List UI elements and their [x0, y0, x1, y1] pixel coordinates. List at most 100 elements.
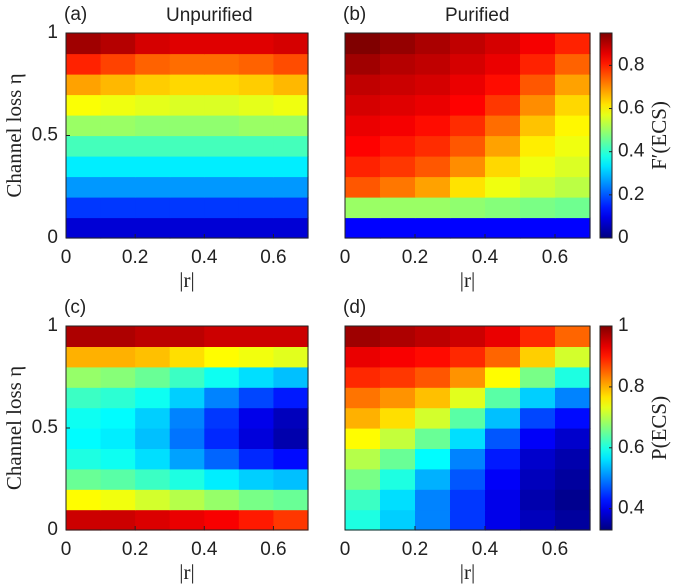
- heatmap-cell: [555, 407, 591, 429]
- heatmap-cell: [450, 509, 486, 531]
- heatmap-cell: [415, 326, 451, 347]
- heatmap-cell: [415, 94, 451, 116]
- heatmap-cell: [66, 156, 102, 178]
- heatmap-cell: [345, 135, 381, 157]
- heatmap-cell: [415, 448, 451, 470]
- heatmap-cell: [204, 33, 240, 55]
- heatmap-cell: [415, 135, 451, 157]
- heatmap-cell: [485, 197, 521, 219]
- heatmap-cell: [380, 346, 416, 368]
- heatmap-cell: [204, 407, 240, 429]
- heatmap-cell: [135, 468, 171, 490]
- heatmap-cell: [345, 387, 381, 409]
- heatmap-cell: [169, 387, 205, 409]
- heatmap-cell: [169, 407, 205, 429]
- x-tick-label: 0.6: [542, 539, 568, 560]
- heatmap-cell: [204, 217, 240, 239]
- heatmap-cell: [100, 135, 136, 157]
- heatmap-cell: [555, 74, 591, 96]
- heatmap-cell: [520, 468, 556, 490]
- heatmap-cell: [169, 346, 205, 368]
- heatmap-cell: [345, 489, 381, 511]
- heatmap-cell: [66, 366, 102, 388]
- heatmap-cell: [100, 197, 136, 219]
- heatmap-cell: [135, 135, 171, 157]
- heatmap-cell: [273, 387, 309, 409]
- colorbar-tick-label: 0.8: [618, 376, 644, 397]
- heatmap-cell: [555, 509, 591, 531]
- heatmap-cell: [135, 387, 171, 409]
- heatmap-cell: [273, 94, 309, 116]
- heatmap-cell: [555, 176, 591, 198]
- heatmap-cell: [555, 326, 591, 347]
- heatmap-cell: [238, 346, 275, 368]
- heatmap-cell: [135, 346, 171, 368]
- heatmap-cell: [169, 489, 205, 511]
- x-tick-label: 0: [61, 247, 72, 268]
- heatmap-cell: [273, 448, 309, 470]
- heatmap-cell: [100, 53, 136, 75]
- heatmap-cell: [485, 346, 521, 368]
- x-tick-label: 0.4: [472, 247, 499, 268]
- heatmap-cell: [238, 326, 275, 347]
- heatmap-cell: [204, 387, 240, 409]
- heatmap-cell: [520, 135, 556, 157]
- heatmap-cell: [238, 115, 275, 137]
- panel-label: (a): [64, 4, 87, 25]
- heatmap-cell: [238, 53, 275, 75]
- heatmap-cell: [415, 33, 451, 55]
- heatmap-cell: [520, 346, 556, 368]
- heatmap-cell: [450, 428, 486, 449]
- heatmap-cell: [345, 407, 381, 429]
- heatmap-cell: [485, 217, 521, 239]
- x-tick-label: 0.2: [402, 247, 428, 268]
- heatmap-cell: [415, 509, 451, 531]
- heatmap-cell: [100, 176, 136, 198]
- heatmap-cell: [415, 346, 451, 368]
- heatmap-cell: [238, 217, 275, 239]
- heatmap-cell: [555, 448, 591, 470]
- heatmap-cell: [415, 176, 451, 198]
- heatmap-cell: [345, 428, 381, 449]
- heatmap-cell: [380, 489, 416, 511]
- heatmap-cell: [273, 489, 309, 511]
- heatmap-cell: [345, 53, 381, 75]
- heatmap-cell: [238, 489, 275, 511]
- heatmap-cell: [273, 326, 309, 347]
- heatmap-cell: [238, 176, 275, 198]
- heatmap-cell: [135, 115, 171, 137]
- heatmap-cell: [485, 74, 521, 96]
- heatmap-cell: [169, 135, 205, 157]
- heatmap-cell: [273, 135, 309, 157]
- heatmap-cell: [273, 217, 309, 239]
- heatmap-cell: [273, 74, 309, 96]
- heatmap-cell: [66, 115, 102, 137]
- heatmap-cell: [66, 217, 102, 239]
- heatmap-cell: [100, 74, 136, 96]
- heatmap-cell: [66, 74, 102, 96]
- heatmap-cell: [100, 346, 136, 368]
- heatmap-cell: [238, 428, 275, 449]
- heatmap-cell: [204, 346, 240, 368]
- heatmap-cell: [169, 176, 205, 198]
- heatmap-cell: [520, 74, 556, 96]
- heatmap-cell: [169, 509, 205, 531]
- heatmap-cell: [485, 366, 521, 388]
- colorbar-label: F′(ECS): [647, 101, 671, 170]
- heatmap-cell: [555, 489, 591, 511]
- x-axis-label: |r|: [460, 268, 475, 292]
- heatmap-cell: [204, 366, 240, 388]
- heatmap-cell: [555, 115, 591, 137]
- heatmap-cell: [450, 346, 486, 368]
- x-tick-label: 0: [340, 539, 351, 560]
- heatmap-cell: [520, 407, 556, 429]
- heatmap-cell: [485, 156, 521, 178]
- heatmap-cell: [415, 115, 451, 137]
- heatmap-cell: [66, 448, 102, 470]
- heatmap-cell: [380, 326, 416, 347]
- heatmap-cell: [555, 94, 591, 116]
- x-tick-label: 0.2: [402, 539, 428, 560]
- heatmap-cell: [204, 326, 240, 347]
- heatmap-cell: [485, 448, 521, 470]
- heatmap-cell: [100, 407, 136, 429]
